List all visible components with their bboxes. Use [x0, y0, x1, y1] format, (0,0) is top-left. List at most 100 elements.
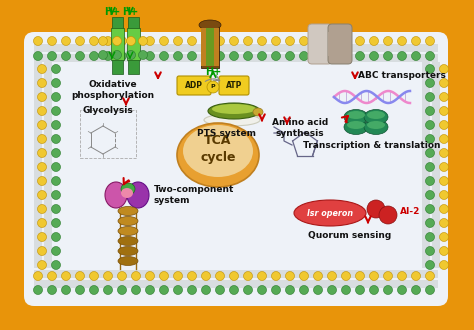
Bar — [34, 54, 438, 62]
Circle shape — [52, 260, 61, 270]
Ellipse shape — [367, 121, 385, 129]
Circle shape — [52, 205, 61, 214]
Circle shape — [341, 285, 350, 294]
Circle shape — [328, 51, 337, 60]
Circle shape — [131, 285, 140, 294]
Circle shape — [300, 37, 309, 46]
Circle shape — [356, 272, 365, 280]
Circle shape — [328, 285, 337, 294]
Circle shape — [159, 272, 168, 280]
Circle shape — [383, 285, 392, 294]
Text: H+: H+ — [122, 7, 138, 17]
Circle shape — [159, 285, 168, 294]
Circle shape — [229, 37, 238, 46]
Circle shape — [127, 37, 136, 46]
Circle shape — [426, 218, 435, 227]
Bar — [111, 28, 124, 60]
Circle shape — [37, 177, 46, 185]
Circle shape — [188, 37, 197, 46]
Circle shape — [146, 272, 155, 280]
Bar — [44, 62, 52, 268]
Circle shape — [52, 218, 61, 227]
Circle shape — [207, 81, 219, 93]
Circle shape — [103, 272, 112, 280]
Bar — [201, 26, 219, 68]
Circle shape — [118, 285, 127, 294]
FancyBboxPatch shape — [219, 76, 249, 95]
Circle shape — [426, 64, 435, 74]
Circle shape — [341, 51, 350, 60]
Circle shape — [272, 272, 281, 280]
Text: O: O — [285, 118, 290, 123]
Circle shape — [272, 51, 281, 60]
Circle shape — [356, 51, 365, 60]
Circle shape — [244, 272, 253, 280]
Bar — [201, 28, 206, 66]
Circle shape — [75, 37, 84, 46]
Circle shape — [370, 37, 379, 46]
Circle shape — [159, 37, 168, 46]
Circle shape — [52, 177, 61, 185]
Circle shape — [426, 260, 435, 270]
Circle shape — [439, 247, 448, 255]
Circle shape — [52, 107, 61, 116]
Ellipse shape — [294, 200, 366, 226]
Circle shape — [62, 272, 71, 280]
Circle shape — [426, 120, 435, 129]
Bar — [206, 28, 214, 66]
Circle shape — [229, 51, 238, 60]
Circle shape — [37, 120, 46, 129]
Circle shape — [201, 51, 210, 60]
Circle shape — [300, 272, 309, 280]
Circle shape — [411, 51, 420, 60]
Ellipse shape — [199, 20, 221, 30]
Circle shape — [439, 177, 448, 185]
Circle shape — [52, 233, 61, 242]
Ellipse shape — [204, 114, 260, 126]
Ellipse shape — [344, 119, 368, 135]
Text: Transcription & translation: Transcription & translation — [303, 141, 441, 150]
Circle shape — [112, 50, 121, 59]
Ellipse shape — [212, 104, 256, 114]
Circle shape — [300, 51, 309, 60]
Text: Oxidative
phosphorylation: Oxidative phosphorylation — [72, 80, 155, 100]
Circle shape — [398, 272, 407, 280]
Circle shape — [411, 37, 420, 46]
Circle shape — [146, 285, 155, 294]
Bar — [432, 62, 440, 268]
Circle shape — [229, 272, 238, 280]
Circle shape — [131, 51, 140, 60]
Circle shape — [52, 162, 61, 172]
Ellipse shape — [177, 123, 259, 187]
Circle shape — [34, 272, 43, 280]
Ellipse shape — [105, 182, 127, 208]
Circle shape — [370, 272, 379, 280]
Circle shape — [244, 37, 253, 46]
Circle shape — [103, 285, 112, 294]
Circle shape — [426, 51, 435, 60]
Circle shape — [37, 92, 46, 102]
Circle shape — [426, 92, 435, 102]
Ellipse shape — [118, 256, 138, 266]
Circle shape — [62, 51, 71, 60]
Circle shape — [52, 247, 61, 255]
Circle shape — [257, 285, 266, 294]
Circle shape — [173, 51, 182, 60]
Circle shape — [52, 190, 61, 200]
Circle shape — [131, 272, 140, 280]
Circle shape — [439, 64, 448, 74]
Circle shape — [112, 37, 121, 46]
Circle shape — [426, 162, 435, 172]
Circle shape — [118, 37, 127, 46]
Circle shape — [439, 233, 448, 242]
Circle shape — [313, 272, 322, 280]
FancyBboxPatch shape — [24, 32, 448, 306]
Circle shape — [398, 51, 407, 60]
Circle shape — [37, 148, 46, 157]
Circle shape — [411, 285, 420, 294]
Circle shape — [173, 272, 182, 280]
Ellipse shape — [364, 119, 388, 135]
Text: PTS system: PTS system — [198, 129, 256, 138]
Circle shape — [103, 51, 112, 60]
Circle shape — [52, 148, 61, 157]
